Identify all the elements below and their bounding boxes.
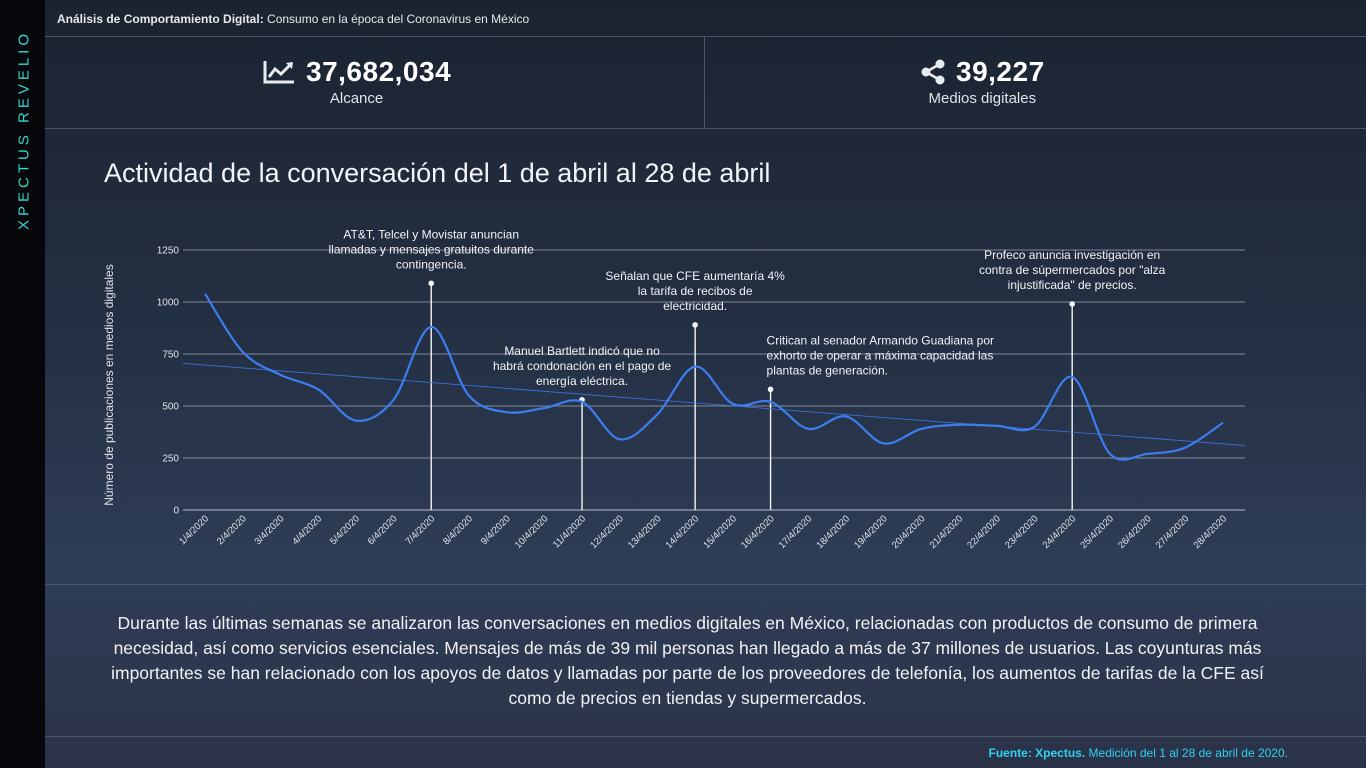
annotation-marker — [428, 280, 435, 287]
x-tick-label: 16/4/2020 — [739, 513, 777, 551]
x-tick-label: 20/4/2020 — [890, 513, 928, 551]
line-chart: 0 250 500 750 1000 1250 Número de publicacione… — [102, 227, 1246, 551]
x-tick-label: 14/4/2020 — [664, 513, 702, 551]
kpi-reach-value: 37,682,034 — [306, 56, 452, 87]
y-axis-label: Número de publicaciones en medios digita… — [102, 264, 116, 505]
y-tick-label: 0 — [173, 506, 179, 517]
source-rest: Medición del 1 al 28 de abril de 2020. — [1085, 746, 1288, 760]
x-tick-label: 10/4/2020 — [513, 513, 551, 551]
x-tick-label: 25/4/2020 — [1078, 513, 1116, 551]
trendline — [182, 362, 1246, 446]
annotation-text: Critican al senador Armando Guadiana por… — [767, 333, 994, 377]
kpi-media: 39,227 Medios digitales — [920, 56, 1045, 107]
x-tick-label: 12/4/2020 — [588, 513, 626, 551]
annotation-text: AT&T, Telcel y Movistar anuncian llamadas… — [328, 227, 534, 271]
y-tick-label: 1250 — [157, 246, 180, 257]
x-tick-label: 28/4/2020 — [1191, 513, 1229, 551]
x-tick-label: 4/4/2020 — [290, 513, 324, 547]
annotation-text: Manuel Bartlett indicó que no habrá condo… — [493, 344, 671, 388]
chart-title: Actividad de la conversación del 1 de ab… — [104, 158, 771, 188]
page-header: Análisis de Comportamiento Digital: Cons… — [57, 12, 529, 26]
x-tick-label: 22/4/2020 — [965, 513, 1003, 551]
share-icon — [920, 59, 946, 85]
annotation-text: Profeco anuncia investigación en contra d… — [979, 248, 1166, 292]
description-text: Durante las últimas semanas se analizaro… — [111, 613, 1264, 708]
kpi-media-value: 39,227 — [956, 56, 1045, 87]
y-tick-label: 250 — [162, 454, 179, 465]
x-tick-label: 18/4/2020 — [814, 513, 852, 551]
header-title-rest: Consumo en la época del Coronavirus en M… — [263, 12, 530, 26]
x-tick-label: 1/4/2020 — [177, 513, 211, 547]
x-tick-label: 23/4/2020 — [1003, 513, 1041, 551]
x-tick-label: 5/4/2020 — [328, 513, 362, 547]
x-tick-label: 11/4/2020 — [551, 513, 588, 550]
series-line — [204, 293, 1224, 461]
divider — [45, 128, 1366, 129]
kpi-media-label: Medios digitales — [928, 90, 1037, 107]
annotation-marker — [767, 386, 774, 393]
line-chart-icon — [262, 59, 296, 85]
source-note: Fuente: Xpectus. Medición del 1 al 28 de… — [989, 746, 1289, 760]
divider — [45, 736, 1366, 737]
x-tick-label: 26/4/2020 — [1116, 513, 1154, 551]
header-title-bold: Análisis de Comportamiento Digital: — [57, 12, 264, 26]
annotation-text: Señalan que CFE aumentaría 4% la tarifa d… — [605, 269, 785, 313]
brand-logo-text: XPECTUS REVELIO — [15, 29, 33, 231]
x-tick-label: 2/4/2020 — [215, 513, 249, 547]
annotation-marker — [1069, 301, 1075, 307]
x-tick-label: 8/4/2020 — [441, 513, 475, 547]
kpi-reach: 37,682,034 Alcance — [262, 56, 451, 107]
x-tick-label: 27/4/2020 — [1154, 513, 1192, 551]
y-tick-label: 750 — [162, 350, 179, 361]
kpi-divider — [704, 36, 705, 128]
divider — [45, 36, 1366, 37]
x-tick-label: 6/4/2020 — [366, 513, 400, 547]
annotation-marker — [692, 322, 698, 328]
x-tick-label: 7/4/2020 — [403, 513, 437, 547]
x-tick-label: 3/4/2020 — [253, 513, 287, 547]
x-tick-label: 13/4/2020 — [626, 513, 664, 551]
x-tick-label: 9/4/2020 — [479, 513, 513, 547]
y-tick-label: 1000 — [157, 298, 180, 309]
source-bold: Fuente: Xpectus. — [988, 746, 1086, 760]
divider — [45, 584, 1366, 585]
sidebar: XPECTUS REVELIO — [0, 0, 45, 768]
y-tick-label: 500 — [162, 402, 179, 413]
x-tick-label: 17/4/2020 — [777, 513, 815, 551]
x-tick-label: 21/4/2020 — [928, 513, 966, 551]
x-tick-label: 19/4/2020 — [852, 513, 890, 551]
x-tick-label: 24/4/2020 — [1041, 513, 1079, 551]
x-tick-label: 15/4/2020 — [701, 513, 739, 551]
kpi-reach-label: Alcance — [329, 90, 384, 107]
